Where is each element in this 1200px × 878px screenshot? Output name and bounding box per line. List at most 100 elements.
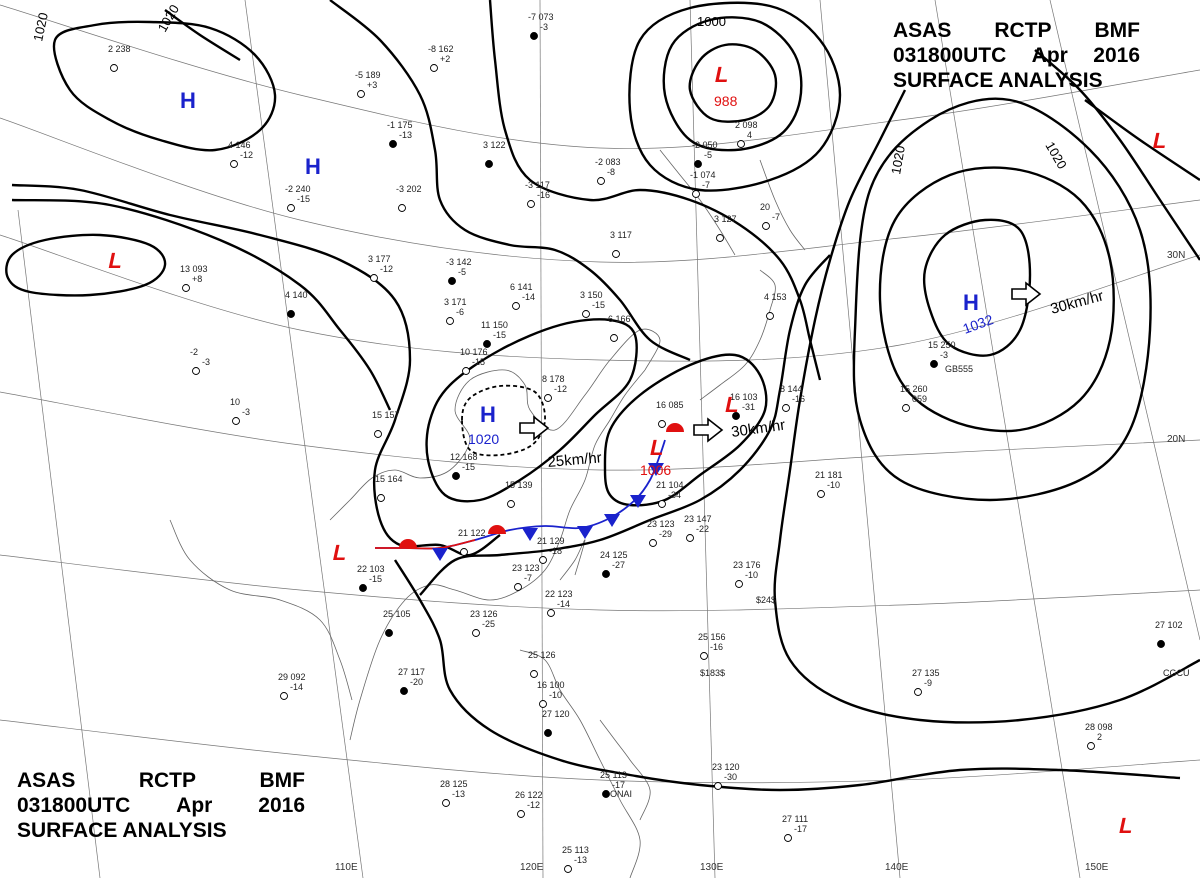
station-value-line1: 23 123	[647, 519, 675, 529]
station-value-line1: 27 120	[542, 709, 570, 719]
isobar-line	[5, 233, 167, 297]
station-circle	[182, 284, 190, 292]
header-bottom-row-1: ASAS RCTP BMF	[17, 768, 305, 793]
station-value-line1: 10	[230, 397, 240, 407]
latitude-label: 20N	[1167, 434, 1185, 445]
station-circle	[287, 204, 295, 212]
station-value-line1: 13 093	[180, 264, 208, 274]
longitude-label: 150E	[1085, 862, 1109, 873]
header-top-product: SURFACE ANALYSIS	[893, 69, 1103, 92]
high-pressure-center: H 1020	[468, 402, 499, 447]
station-value-line2: +8	[192, 274, 202, 284]
station-circle	[462, 367, 470, 375]
station-circle	[735, 580, 743, 588]
parallel-line	[0, 4, 1200, 149]
parallel-line	[0, 391, 1200, 471]
station-value-line1: 6 141	[510, 282, 533, 292]
station-value-line1: 25 113	[562, 845, 589, 855]
station-value-line2: -30	[724, 772, 737, 782]
coastline	[349, 369, 646, 741]
station-circle	[658, 500, 666, 508]
station-plot: 15 164	[375, 474, 403, 502]
station-value-line2: -16	[792, 394, 805, 404]
station-circle	[389, 140, 397, 148]
station-value-line2: 2	[1097, 732, 1102, 742]
station-plot: -2 050-5	[692, 140, 718, 168]
station-annotation: ONAI	[610, 789, 632, 799]
station-circle	[400, 687, 408, 695]
station-circle	[762, 222, 770, 230]
high-marker: H	[480, 402, 496, 427]
station-value-line1: -7 073	[528, 12, 554, 22]
station-plot: 23 126-25	[470, 609, 498, 637]
station-value-line1: 16 103	[730, 392, 758, 402]
station-circle	[539, 556, 547, 564]
station-circle	[517, 810, 525, 818]
station-circle	[692, 190, 700, 198]
station-plot: 4 140	[285, 290, 308, 318]
low-pressure-center: L 988	[713, 62, 738, 109]
station-value-line1: 22 103	[357, 564, 385, 574]
coastline	[699, 269, 776, 401]
station-plots: -7 073-32 238 -8 162+2-5 189+3-1 175-134 …	[108, 12, 1183, 873]
movement-arrow	[693, 417, 724, 443]
warm-front-symbol	[666, 423, 684, 432]
station-value-line1: 27 135	[912, 668, 940, 678]
isobar-label: 1020	[30, 11, 51, 42]
low-pressure-center: L	[723, 392, 742, 417]
longitude-label: 130E	[700, 862, 724, 873]
station-plot: 23 123-29	[647, 519, 675, 547]
latitude-label: 30N	[1167, 250, 1185, 261]
meridian-line	[819, 0, 901, 878]
station-value-line1: -1 175	[387, 120, 413, 130]
parallel-line	[0, 719, 1200, 784]
station-value-line1: 25 126	[528, 650, 556, 660]
cold-front-symbol	[604, 514, 620, 527]
station-plot: 27 135-9	[912, 668, 940, 696]
low-pressure-center: L	[1117, 813, 1136, 838]
station-circle	[370, 274, 378, 282]
station-value-line2: -10	[549, 690, 562, 700]
station-value-line2: -10	[827, 480, 840, 490]
isobar-line	[662, 16, 803, 152]
isobar-line	[488, 0, 822, 381]
station-plot: -1 175-13	[387, 120, 413, 148]
stationary-front	[374, 423, 684, 561]
high-pressure-center: H	[305, 154, 321, 179]
station-circle	[612, 250, 620, 258]
station-plot: 15 139	[505, 480, 533, 508]
station-value-line1: 29 092	[278, 672, 306, 682]
station-plot: -5 189+3	[355, 70, 381, 98]
station-value-line1: 23 176	[733, 560, 761, 570]
pressure-value-label: 988	[714, 93, 738, 109]
station-value-line1: 15 157	[372, 410, 400, 420]
pressure-value-label: 1006	[640, 462, 671, 478]
station-circle	[547, 609, 555, 617]
parallel-line	[0, 554, 1200, 612]
station-circle	[452, 472, 460, 480]
station-plot: 21 122	[458, 528, 486, 556]
station-circle	[694, 160, 702, 168]
front-line-warm	[374, 539, 476, 550]
movement-arrow	[1011, 281, 1042, 307]
isobar-line	[628, 1, 842, 192]
station-value-line2: -13	[574, 855, 587, 865]
header-bottom-time: 031800UTC	[17, 794, 131, 817]
cold-front-symbol	[432, 548, 448, 561]
station-value-line1: 21 104	[656, 480, 684, 490]
cold-front-symbol	[577, 526, 593, 539]
station-value-line2: -14	[522, 292, 535, 302]
station-plot: 12 168-15	[450, 452, 478, 480]
station-circle	[398, 204, 406, 212]
station-value-line1: 25 113	[600, 770, 627, 780]
station-plot: -7 073-3	[528, 12, 554, 40]
station-plot: 16 103-31	[730, 392, 758, 420]
station-circle	[544, 394, 552, 402]
header-top-year: 2016	[1093, 44, 1140, 67]
station-circle	[732, 412, 740, 420]
station-plot: -2 083-8	[595, 157, 621, 185]
station-plot: 3 177-12	[368, 254, 393, 282]
station-circle	[766, 312, 774, 320]
